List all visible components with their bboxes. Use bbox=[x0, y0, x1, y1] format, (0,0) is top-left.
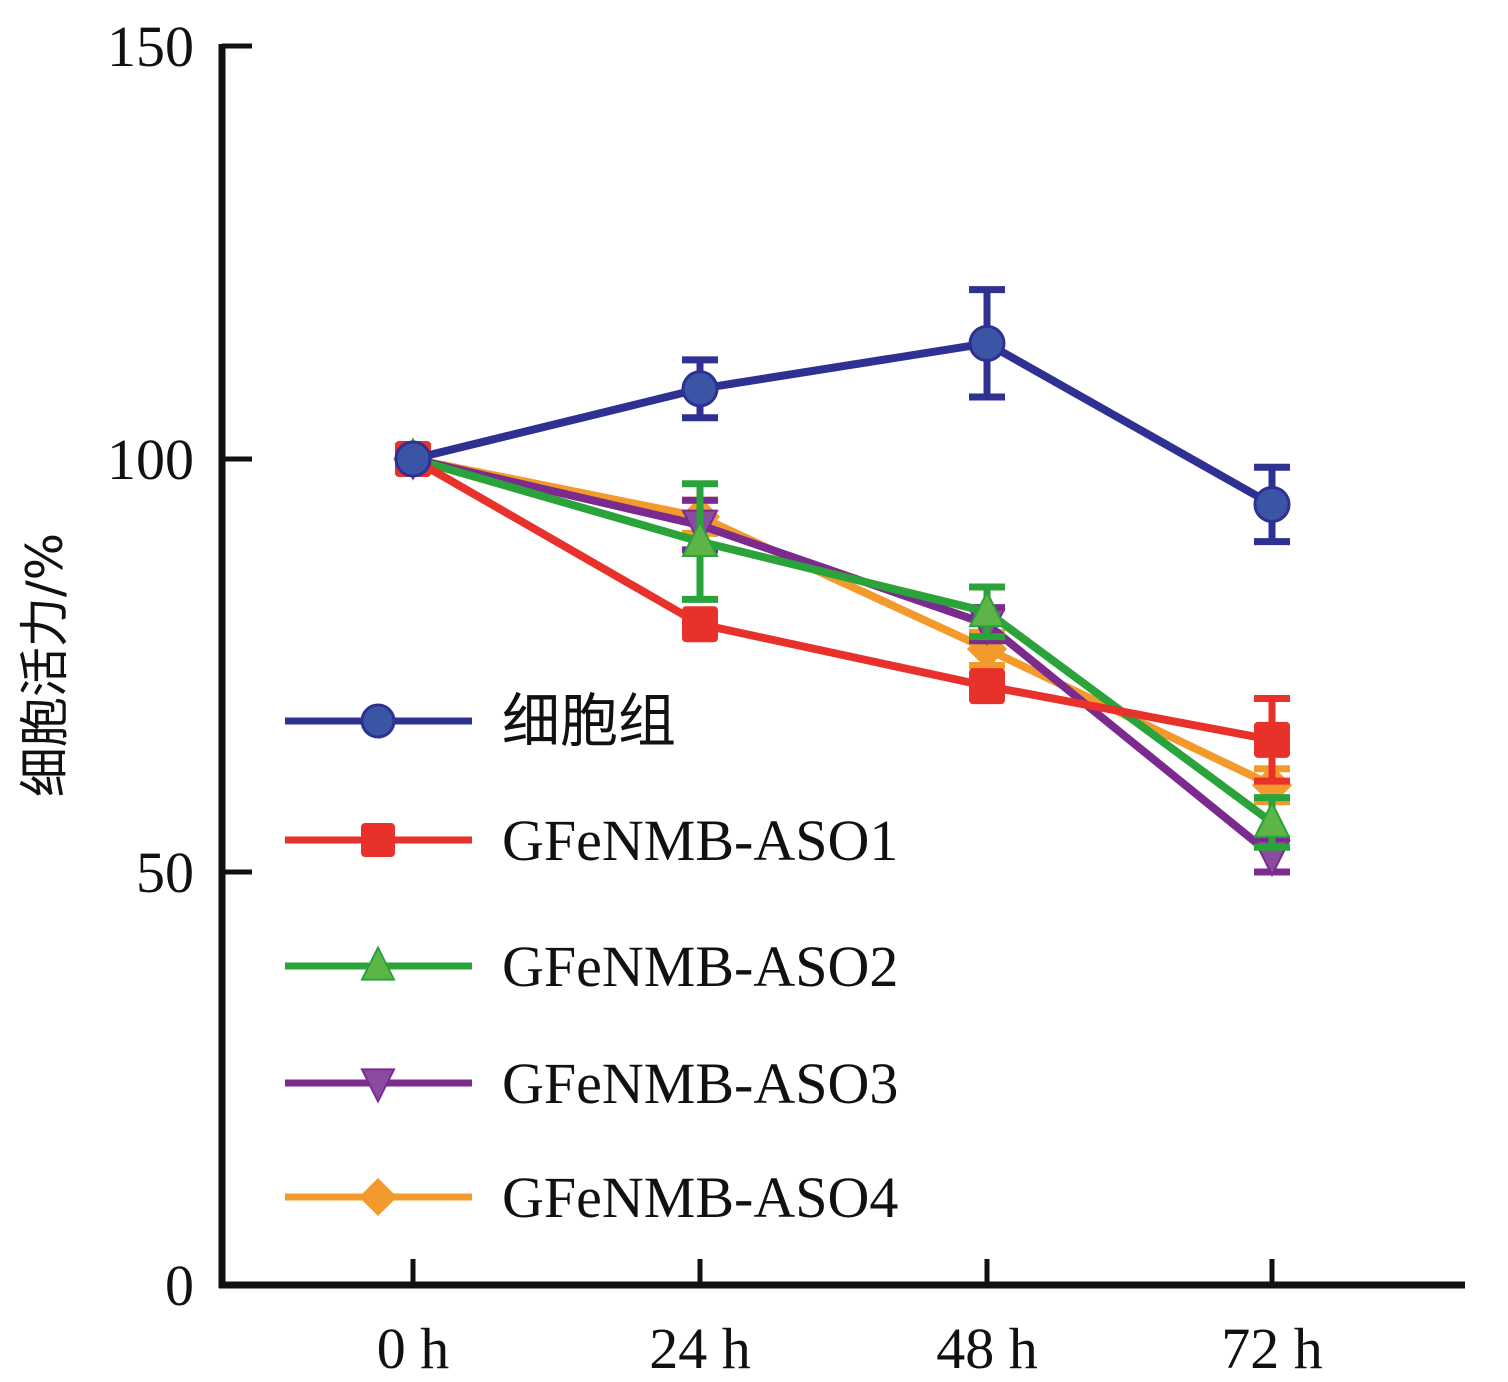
series-line bbox=[411, 455, 1275, 826]
legend-label: GFeNMB-ASO2 bbox=[502, 934, 898, 999]
legend-marker-square-icon bbox=[361, 823, 395, 857]
x-tick-label: 0 h bbox=[377, 1316, 450, 1381]
data-point-triangle-up bbox=[681, 519, 719, 558]
series-cell-group bbox=[394, 286, 1291, 546]
legend-marker-circle-icon bbox=[360, 703, 396, 739]
series-line bbox=[412, 339, 1274, 508]
x-tick-label: 24 h bbox=[649, 1316, 751, 1381]
data-point-circle bbox=[968, 324, 1006, 362]
y-tick-label: 100 bbox=[107, 427, 194, 492]
legend-item: GFeNMB-ASO4 bbox=[285, 1165, 898, 1230]
series-layer bbox=[392, 286, 1293, 878]
data-point-circle bbox=[681, 370, 719, 408]
legend-label: GFeNMB-ASO4 bbox=[502, 1165, 898, 1230]
data-point-circle bbox=[1253, 485, 1291, 523]
data-point-triangle-up bbox=[968, 590, 1006, 628]
series-gfenmb-aso2 bbox=[394, 437, 1291, 851]
axes: 0 50 100 150 0 h 24 h 48 h 72 h bbox=[107, 14, 1465, 1381]
legend-item: GFeNMB-ASO1 bbox=[285, 808, 898, 873]
data-point-square bbox=[1254, 721, 1290, 758]
legend-marker-triangle-up-icon bbox=[360, 945, 396, 981]
x-tick-label: 72 h bbox=[1221, 1316, 1323, 1381]
legend-marker-triangle-down-icon bbox=[360, 1068, 396, 1104]
legend-item: GFeNMB-ASO2 bbox=[285, 934, 898, 999]
data-point-circle bbox=[394, 440, 432, 478]
series-line bbox=[411, 455, 1273, 744]
legend-item: 细胞组 bbox=[285, 689, 676, 754]
data-point-square bbox=[969, 668, 1005, 705]
legend-label: 细胞组 bbox=[502, 689, 676, 754]
legend-label: GFeNMB-ASO1 bbox=[502, 808, 898, 873]
legend-label: GFeNMB-ASO3 bbox=[502, 1051, 898, 1116]
legend: 细胞组 GFeNMB-ASO1 GFeNMB-ASO2 GFeNMB-ASO3 GFeN… bbox=[285, 689, 898, 1230]
x-tick-label: 48 h bbox=[936, 1316, 1038, 1381]
y-axis-title: 细胞活力/% bbox=[16, 533, 74, 797]
legend-marker-diamond-icon bbox=[358, 1177, 398, 1217]
y-tick-label: 0 bbox=[165, 1253, 194, 1318]
y-tick-label: 150 bbox=[107, 14, 194, 79]
data-point-triangle-up bbox=[1253, 800, 1291, 838]
data-point-square bbox=[682, 606, 718, 643]
legend-item: GFeNMB-ASO3 bbox=[285, 1051, 898, 1116]
y-tick-label: 50 bbox=[136, 840, 194, 905]
